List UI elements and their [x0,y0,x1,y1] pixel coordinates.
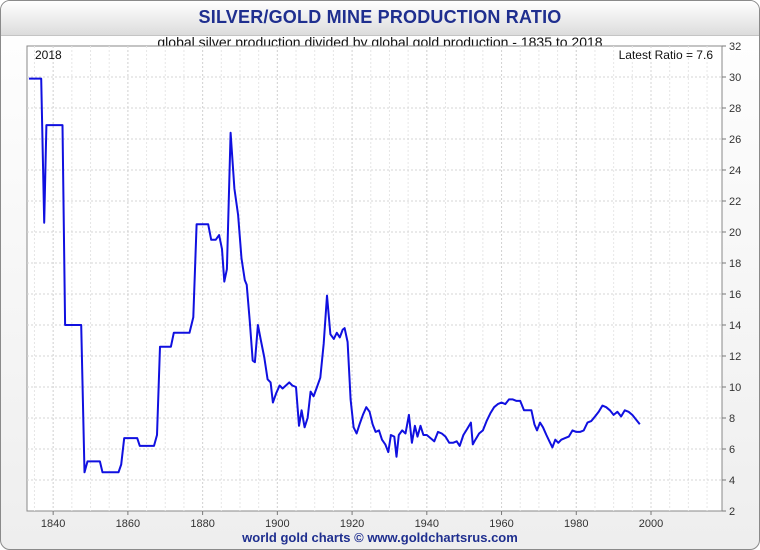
top-left-annotation: 2018 [35,48,62,62]
y-tick-label: 32 [729,41,741,53]
y-tick-label: 24 [729,165,741,177]
y-tick-label: 14 [729,320,741,332]
x-tick-label: 1840 [41,518,65,530]
x-tick-label: 1920 [340,518,364,530]
chart-title: SILVER/GOLD MINE PRODUCTION RATIO [198,7,562,27]
x-tick-label: 1900 [265,518,289,530]
y-tick-label: 30 [729,72,741,84]
y-tick-label: 20 [729,227,741,239]
y-tick-label: 6 [729,444,735,456]
y-tick-label: 26 [729,134,741,146]
y-tick-label: 16 [729,289,741,301]
x-tick-label: 1880 [190,518,214,530]
y-tick-label: 22 [729,196,741,208]
y-tick-label: 18 [729,258,741,270]
footer-credit: world gold charts © www.goldchartsrus.co… [242,530,518,545]
grid-lines [27,46,722,511]
x-tick-label: 1940 [415,518,439,530]
y-tick-label: 8 [729,413,735,425]
series-line [28,77,641,474]
y-tick-label: 10 [729,382,741,394]
x-tick-label: 1860 [116,518,140,530]
x-tick-label: 1980 [564,518,588,530]
latest-ratio-annotation: Latest Ratio = 7.6 [619,48,714,62]
y-tick-label: 2 [729,506,735,518]
x-tick-label: 1960 [489,518,513,530]
x-tick-label: 2000 [639,518,663,530]
y-tick-label: 4 [729,475,735,487]
plot-area [26,45,723,512]
y-tick-label: 28 [729,103,741,115]
title-bar [1,1,759,36]
y-tick-label: 12 [729,351,741,363]
x-axis: 1840 1860 1880 1900 1920 1940 1960 1980 2000 [41,511,663,530]
